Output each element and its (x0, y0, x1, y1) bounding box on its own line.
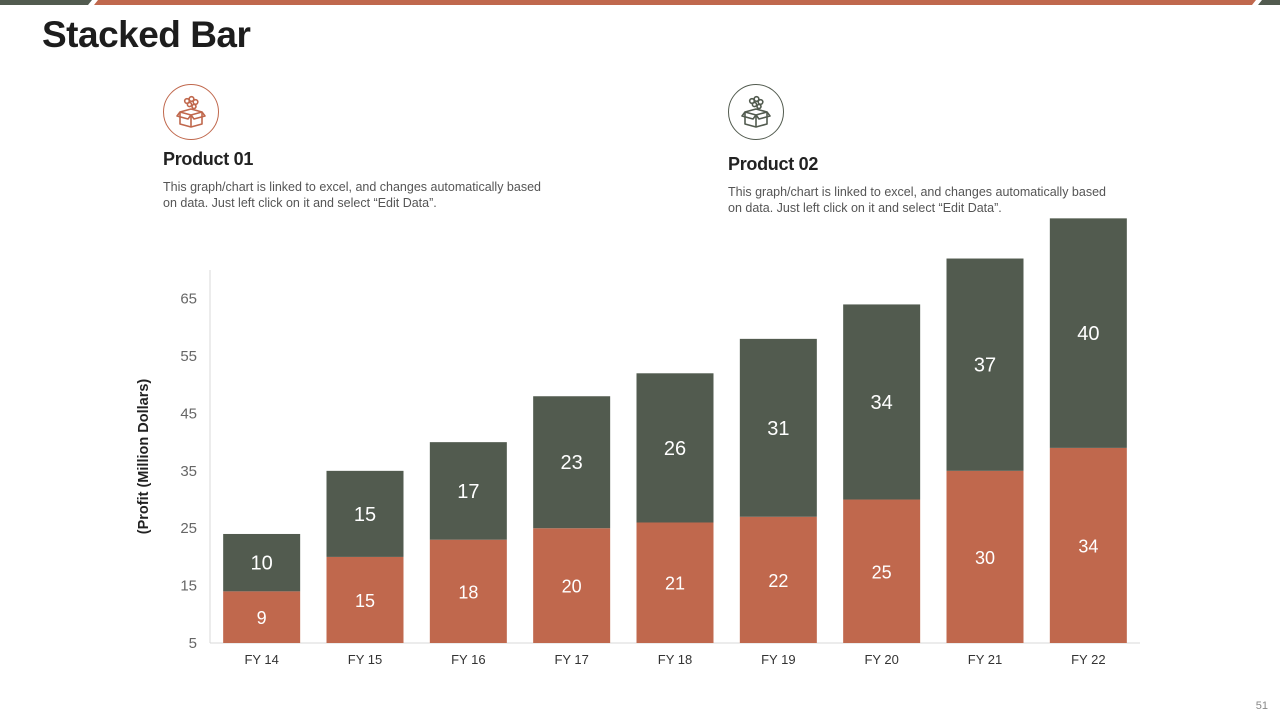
data-label: 34 (1078, 536, 1098, 556)
data-label: 15 (354, 504, 376, 526)
data-label: 23 (561, 452, 583, 474)
data-label: 31 (767, 418, 789, 440)
bar-product-01 (843, 499, 921, 643)
top-bar-dark-segment-right (1258, 0, 1280, 5)
data-label: 26 (664, 438, 686, 460)
bar-product-02 (223, 533, 301, 592)
bar-product-01 (739, 516, 817, 643)
x-tick-label: FY 15 (348, 652, 382, 667)
y-tick-label: 65 (180, 291, 197, 308)
gift-box-icon (741, 95, 771, 128)
y-tick-label: 45 (180, 405, 197, 422)
y-tick-label: 5 (189, 635, 197, 652)
product-01-block: Product 01 This graph/chart is linked to… (163, 84, 543, 211)
product-02-icon-circle (728, 84, 784, 140)
y-tick-label: 25 (180, 520, 197, 537)
data-label: 9 (257, 608, 267, 628)
y-tick-label: 35 (180, 463, 197, 480)
data-label: 25 (872, 562, 892, 582)
bar-product-01 (533, 528, 611, 643)
bar-product-01 (946, 470, 1024, 643)
x-tick-label: FY 17 (554, 652, 588, 667)
top-accent-bar (0, 0, 1280, 5)
bar-product-02 (636, 373, 714, 523)
product-02-description: This graph/chart is linked to excel, and… (728, 185, 1106, 215)
y-axis-label: (Profit (Million Dollars) (136, 379, 152, 535)
data-label: 10 (251, 553, 273, 575)
bar-product-02 (1049, 218, 1127, 448)
gift-box-icon (176, 95, 206, 128)
bar-product-02 (843, 304, 921, 500)
x-tick-label: FY 20 (864, 652, 898, 667)
product-01-icon-circle (163, 84, 219, 140)
bar-product-02 (429, 442, 507, 540)
y-tick-label: 55 (180, 348, 197, 365)
bar-product-01 (1049, 447, 1127, 643)
product-02-title: Product 02 (728, 154, 819, 174)
x-tick-label: FY 14 (244, 652, 278, 667)
data-label: 37 (974, 355, 996, 377)
data-label: 18 (458, 582, 478, 602)
data-label: 22 (768, 571, 788, 591)
x-tick-label: FY 16 (451, 652, 485, 667)
data-label: 17 (457, 481, 479, 503)
page-title: Stacked Bar (42, 14, 251, 55)
x-tick-label: FY 18 (658, 652, 692, 667)
page-number: 51 (1255, 700, 1268, 712)
product-02-block: Product 02 This graph/chart is linked to… (728, 84, 1108, 216)
top-bar-accent-segment (94, 0, 1256, 5)
product-01-title: Product 01 (163, 149, 254, 169)
data-label: 40 (1077, 323, 1099, 345)
bar-product-01 (636, 522, 714, 643)
data-label: 20 (562, 577, 582, 597)
data-label: 15 (355, 591, 375, 611)
bar-product-01 (429, 539, 507, 643)
bar-product-02 (946, 258, 1024, 471)
data-label: 21 (665, 574, 685, 594)
bar-product-01 (223, 591, 301, 643)
bar-product-02 (533, 396, 611, 529)
bar-product-02 (326, 470, 404, 557)
product-01-description: This graph/chart is linked to excel, and… (163, 180, 541, 210)
x-tick-label: FY 19 (761, 652, 795, 667)
x-tick-label: FY 22 (1071, 652, 1105, 667)
bar-product-01 (326, 556, 404, 643)
data-label: 30 (975, 548, 995, 568)
x-tick-label: FY 21 (968, 652, 1002, 667)
data-label: 34 (871, 392, 893, 414)
y-tick-label: 15 (180, 578, 197, 595)
top-bar-dark-segment (0, 0, 92, 5)
bar-product-02 (739, 338, 817, 517)
